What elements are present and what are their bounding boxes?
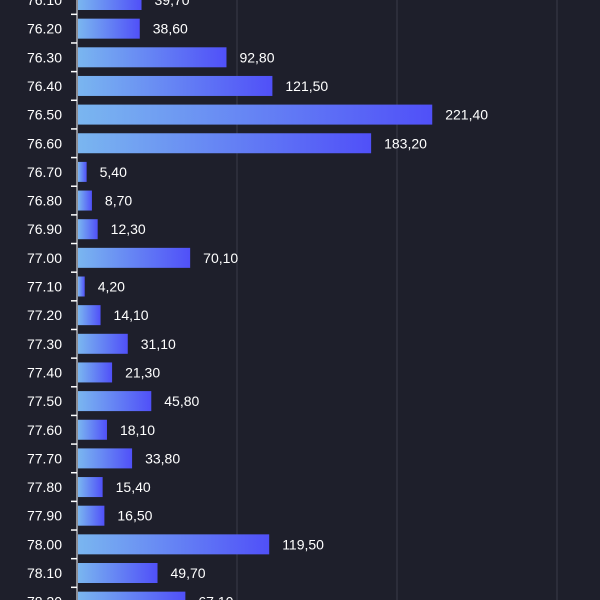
bar: [78, 104, 433, 125]
bar: [78, 0, 142, 10]
y-tick-label: 77.20: [27, 307, 62, 323]
bar-value-label: 45,80: [164, 393, 199, 409]
bar-value-label: 67,10: [198, 594, 233, 600]
bar: [78, 391, 152, 412]
bar-value-label: 5,40: [100, 164, 127, 180]
bar: [78, 161, 87, 182]
bar: [78, 591, 186, 600]
gridlines: [236, 0, 558, 600]
y-tick-label: 78.00: [27, 536, 62, 552]
y-tick-label: 76.20: [27, 21, 62, 37]
y-tick-label: 76.60: [27, 135, 62, 151]
bar: [78, 18, 140, 39]
y-tick-label: 77.50: [27, 393, 62, 409]
bar: [78, 534, 270, 555]
y-tick-label: 76.40: [27, 78, 62, 94]
y-tick-label: 76.10: [27, 0, 62, 8]
bar-value-label: 70,10: [203, 250, 238, 266]
bar-value-label: 121,50: [285, 78, 328, 94]
y-tick-label: 76.30: [27, 49, 62, 65]
bar-value-label: 8,70: [105, 193, 132, 209]
y-tick-label: 76.90: [27, 221, 62, 237]
bar: [78, 362, 113, 383]
bar: [78, 190, 92, 211]
bar-value-label: 16,50: [117, 508, 152, 524]
bar: [78, 333, 128, 354]
bar-value-label: 49,70: [171, 565, 206, 581]
y-tick-label: 77.60: [27, 422, 62, 438]
bar-value-label: 183,20: [384, 135, 427, 151]
bar-value-label: 18,10: [120, 422, 155, 438]
bar-value-label: 15,40: [116, 479, 151, 495]
bar: [78, 133, 372, 154]
bar-value-label: 12,30: [111, 221, 146, 237]
bar: [78, 219, 98, 240]
y-tick-label: 77.70: [27, 450, 62, 466]
bar: [78, 75, 273, 96]
bar: [78, 448, 133, 469]
y-tick-label: 76.80: [27, 193, 62, 209]
y-axis: [71, 0, 78, 600]
y-tick-label: 77.30: [27, 336, 62, 352]
bar-value-label: 92,80: [239, 49, 274, 65]
y-tick-label: 77.80: [27, 479, 62, 495]
y-tick-label: 76.70: [27, 164, 62, 180]
bar-value-label: 221,40: [445, 107, 488, 123]
bar: [78, 419, 107, 440]
bar-value-label: 31,10: [141, 336, 176, 352]
y-tick-label: 77.90: [27, 508, 62, 524]
y-tick-label: 77.40: [27, 364, 62, 380]
bar: [78, 47, 227, 68]
bar: [78, 305, 101, 326]
y-tick-label: 76.50: [27, 107, 62, 123]
bar: [78, 477, 103, 498]
bar-value-label: 21,30: [125, 364, 160, 380]
bar-value-label: 4,20: [98, 279, 125, 295]
bars: [78, 0, 433, 600]
bar: [78, 247, 191, 268]
bar: [78, 505, 105, 526]
bar-value-label: 33,80: [145, 450, 180, 466]
bar-value-label: 39,70: [155, 0, 190, 8]
y-tick-label: 77.10: [27, 279, 62, 295]
bar: [78, 276, 85, 297]
bar-value-label: 119,50: [282, 536, 324, 552]
bar-value-label: 14,10: [114, 307, 149, 323]
bar: [78, 563, 158, 583]
y-tick-label: 78.20: [27, 594, 62, 600]
y-tick-label: 77.00: [27, 250, 62, 266]
labels: 76.10 39,70 76.20 38,60 76.30 92,80 76.40 121,5…: [27, 0, 488, 600]
y-tick-label: 78.10: [27, 565, 62, 581]
bar-value-label: 38,60: [153, 21, 188, 37]
